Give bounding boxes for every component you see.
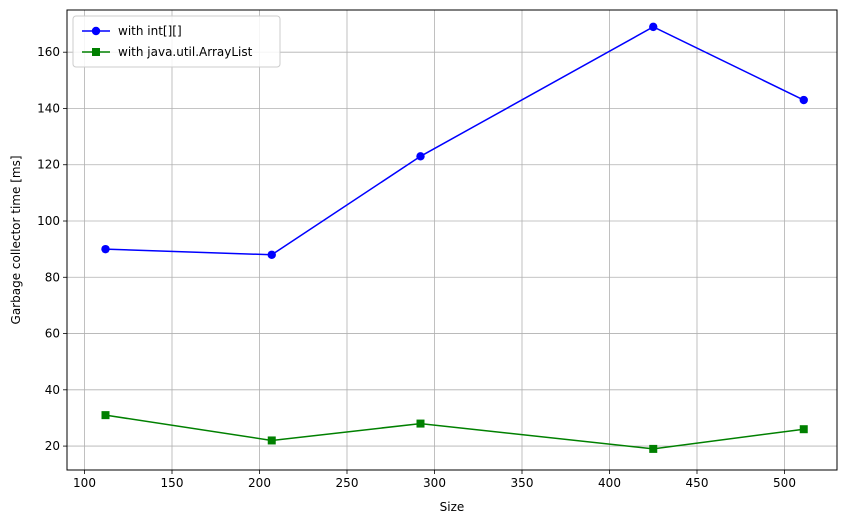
series-layer (101, 22, 808, 453)
y-tick-label: 20 (45, 439, 60, 453)
x-tick-label: 450 (686, 476, 709, 490)
x-tick-label: 150 (161, 476, 184, 490)
data-point (799, 425, 808, 434)
data-point (416, 152, 425, 161)
data-point (799, 95, 808, 105)
x-axis-label: Size (440, 500, 465, 514)
legend: with int[][] with java.util.ArrayList (72, 15, 281, 68)
legend-marker (92, 48, 100, 56)
plot-frame (66, 9, 838, 471)
series-line (105, 414, 804, 450)
y-tick-label: 60 (45, 327, 60, 341)
legend-entry: with java.util.ArrayList (82, 45, 253, 59)
tick-layer: 100 150 200 250 300 350 400 450 500 20 40 60 80 100 12… (37, 45, 796, 490)
grid-layer (67, 10, 837, 470)
data-point (101, 244, 110, 254)
data-point (416, 419, 425, 428)
y-tick-label: 140 (37, 101, 60, 115)
series-1 (101, 22, 808, 259)
x-tick-label: 300 (423, 476, 446, 490)
data-point (267, 436, 276, 445)
y-tick-label: 100 (37, 214, 60, 228)
y-tick-label: 120 (37, 158, 60, 172)
data-point (649, 22, 658, 32)
x-tick-label: 400 (598, 476, 621, 490)
x-tick-label: 250 (336, 476, 359, 490)
x-tick-label: 100 (73, 476, 96, 490)
legend-label: with int[][] (118, 24, 182, 38)
legend-entry: with int[][] (82, 24, 182, 38)
x-tick-label: 500 (773, 476, 796, 490)
x-tick-label: 200 (248, 476, 271, 490)
y-axis-label: Garbage collector time [ms] (9, 156, 23, 325)
y-tick-label: 160 (37, 45, 60, 59)
legend-marker (91, 26, 101, 36)
series-2 (101, 411, 808, 453)
data-point (101, 411, 110, 420)
legend-box (72, 15, 281, 68)
legend-label: with java.util.ArrayList (118, 45, 253, 59)
y-tick-label: 40 (45, 383, 60, 397)
y-tick-label: 80 (45, 270, 60, 284)
data-point (267, 250, 276, 259)
x-tick-label: 350 (511, 476, 534, 490)
data-point (649, 444, 658, 453)
